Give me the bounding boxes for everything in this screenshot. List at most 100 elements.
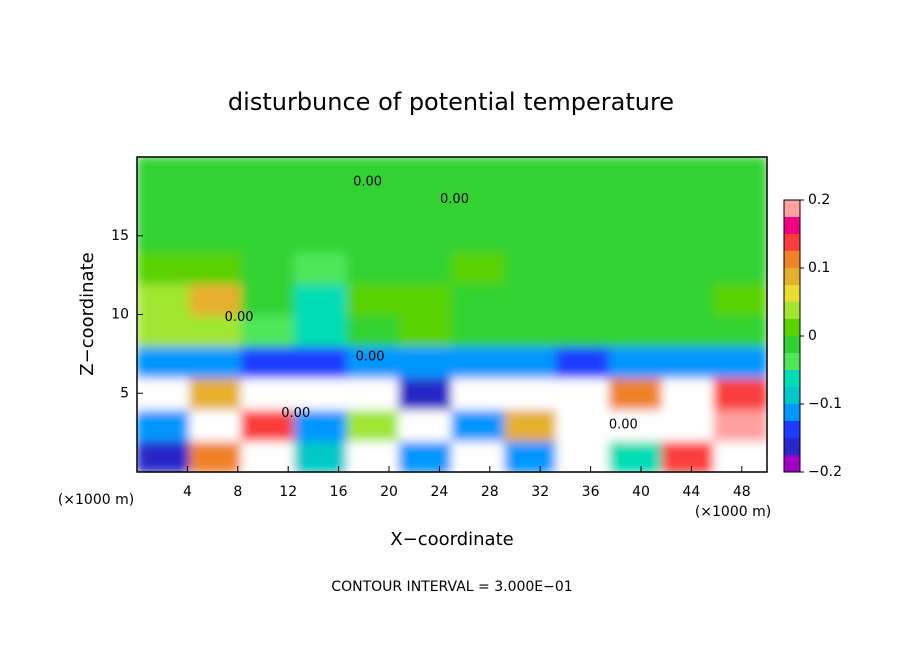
y-tick-label: 10 [111,307,129,323]
cell [661,313,717,347]
cell [608,345,664,379]
cell [189,439,244,472]
cell [398,313,453,347]
cell [293,219,349,253]
cell [661,345,717,379]
cell [555,250,611,284]
colorbar-swatch [784,200,800,217]
cell [608,219,664,253]
x-tick-label: 28 [481,484,499,500]
colorbar-swatch [784,353,800,370]
cell [608,250,664,284]
cell [189,345,244,379]
colorbar-swatch [784,370,800,387]
cell [555,376,611,410]
contour-label: 0.00 [225,310,254,325]
cell [555,313,611,347]
cell [293,157,349,190]
cell [189,376,244,410]
cell [189,157,244,190]
contour-label: 0.00 [356,350,385,365]
cell [608,282,664,316]
cell [398,250,453,284]
contour-label: 0.00 [353,175,382,190]
y-axis-label: Z−coordinate [77,252,98,375]
x-tick-label: 8 [233,484,242,500]
footer: CONTOUR INTERVAL = 3.000E−01 [331,579,572,595]
cell [451,345,506,379]
cell [189,313,244,347]
cell [713,219,767,253]
cell [713,187,767,221]
cell [451,282,506,316]
cell [137,408,191,442]
x-tick-label: 40 [632,484,650,500]
cell [240,282,296,316]
cell [240,313,296,347]
cell [504,345,559,379]
cell [661,282,717,316]
cell [346,157,402,190]
cell [189,282,244,316]
cell [661,157,717,190]
cell [293,345,349,379]
cell [346,282,402,316]
cells [137,157,767,472]
cell [608,187,664,221]
cell [555,282,611,316]
cell [398,439,453,472]
cell [608,408,664,442]
cell [398,157,453,190]
cell [293,376,349,410]
x-tick-label: 20 [380,484,398,500]
cell [137,250,191,284]
contour-label: 0.00 [440,192,469,207]
colorbar-tick-label: 0.1 [808,260,830,276]
cell [504,187,559,221]
cell [608,439,664,472]
x-tick-label: 44 [682,484,700,500]
x-tick-label: 24 [430,484,448,500]
cell [137,313,191,347]
cell [240,345,296,379]
cell [713,250,767,284]
cell [555,345,611,379]
cell [240,219,296,253]
contour-label: 0.00 [281,406,310,421]
cell [451,313,506,347]
cell [137,282,191,316]
cell [240,439,296,472]
cell [504,282,559,316]
cell [240,250,296,284]
cell [293,313,349,347]
cell [504,408,559,442]
colorbar-swatch [784,217,800,234]
colorbar-swatch [784,404,800,421]
cell [137,187,191,221]
cell [713,157,767,190]
chart-title: disturbunce of potential temperature [228,88,674,116]
colorbar-swatch [784,319,800,336]
cell [555,157,611,190]
cell [398,219,453,253]
cell [189,250,244,284]
cell [137,219,191,253]
y-tick-label: 15 [111,228,129,244]
colorbar-swatch [784,302,800,319]
cell [451,376,506,410]
cell [504,313,559,347]
cell [293,408,349,442]
cell [137,157,191,190]
y-tick-label: 5 [120,385,129,401]
cell [240,187,296,221]
x-tick-label: 48 [733,484,751,500]
cell [346,345,402,379]
colorbar-swatch [784,455,800,472]
cell [555,408,611,442]
x-axis-label: X−coordinate [390,529,513,550]
colorbar-tick-label: −0.1 [808,396,842,412]
cell [240,376,296,410]
cell [398,408,453,442]
cell [504,439,559,472]
